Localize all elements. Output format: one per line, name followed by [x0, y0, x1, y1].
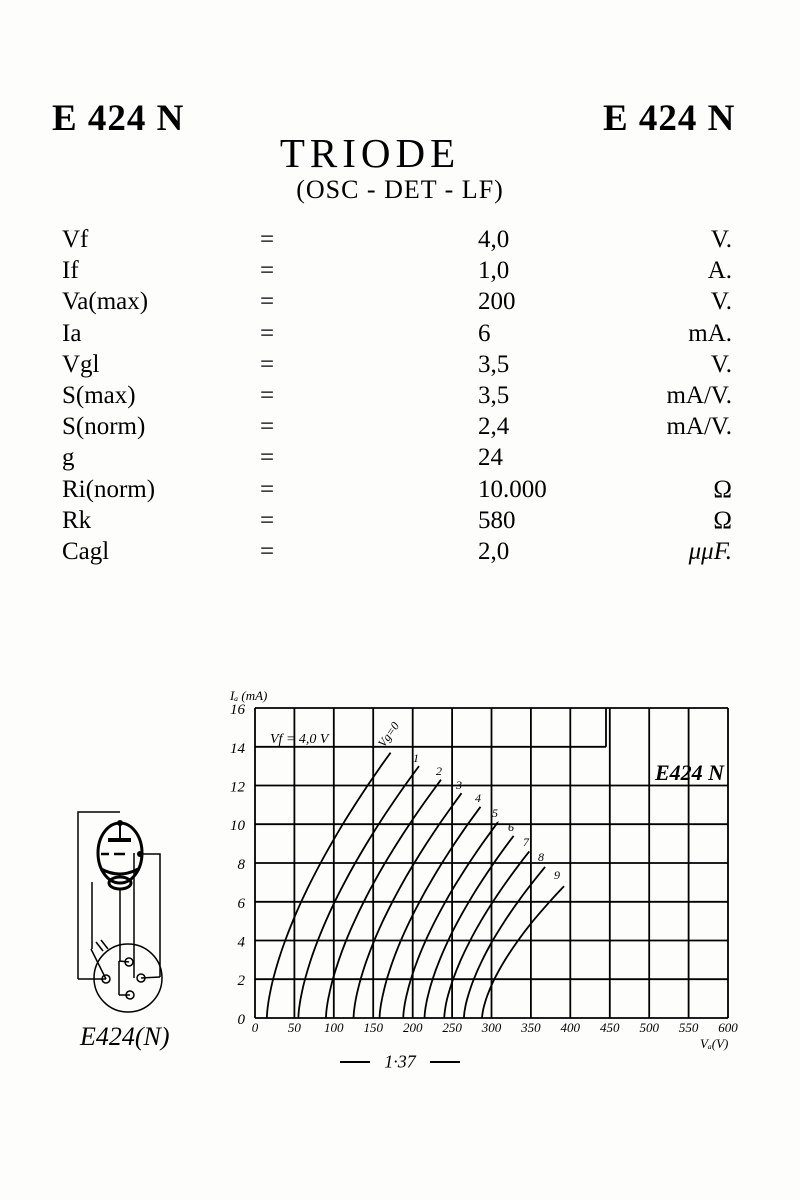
- svg-text:350: 350: [520, 1020, 541, 1035]
- svg-text:0: 0: [252, 1020, 259, 1035]
- svg-text:100: 100: [324, 1020, 344, 1035]
- svg-text:5: 5: [492, 806, 498, 820]
- svg-text:Vₐ(V): Vₐ(V): [700, 1036, 728, 1051]
- svg-text:8: 8: [538, 850, 544, 864]
- svg-text:4: 4: [475, 791, 481, 805]
- svg-text:500: 500: [639, 1020, 659, 1035]
- svg-text:9: 9: [554, 868, 560, 882]
- svg-text:4: 4: [238, 935, 246, 951]
- svg-text:400: 400: [561, 1020, 581, 1035]
- svg-text:Iₐ (mA): Iₐ (mA): [229, 688, 267, 703]
- svg-text:250: 250: [442, 1020, 462, 1035]
- svg-text:200: 200: [403, 1020, 423, 1035]
- svg-text:6: 6: [238, 896, 246, 912]
- svg-text:10: 10: [230, 818, 246, 834]
- svg-text:8: 8: [238, 857, 246, 873]
- svg-text:12: 12: [230, 780, 246, 796]
- svg-text:7: 7: [523, 835, 530, 849]
- svg-text:3: 3: [455, 778, 462, 792]
- svg-text:6: 6: [508, 820, 514, 834]
- svg-text:Vg=0: Vg=0: [375, 719, 402, 750]
- svg-text:150: 150: [363, 1020, 383, 1035]
- svg-text:550: 550: [679, 1020, 699, 1035]
- svg-text:2: 2: [238, 973, 246, 989]
- svg-text:0: 0: [238, 1012, 246, 1028]
- svg-text:2: 2: [436, 764, 442, 778]
- svg-text:16: 16: [230, 702, 246, 718]
- svg-text:14: 14: [230, 741, 246, 757]
- svg-text:Vf = 4,0 V: Vf = 4,0 V: [270, 732, 330, 747]
- svg-text:600: 600: [718, 1020, 738, 1035]
- svg-text:E424 N: E424 N: [654, 760, 725, 785]
- svg-text:1: 1: [413, 751, 419, 765]
- svg-text:450: 450: [600, 1020, 620, 1035]
- svg-text:300: 300: [481, 1020, 502, 1035]
- svg-text:50: 50: [288, 1020, 302, 1035]
- svg-text:E424(N): E424(N): [79, 1022, 170, 1051]
